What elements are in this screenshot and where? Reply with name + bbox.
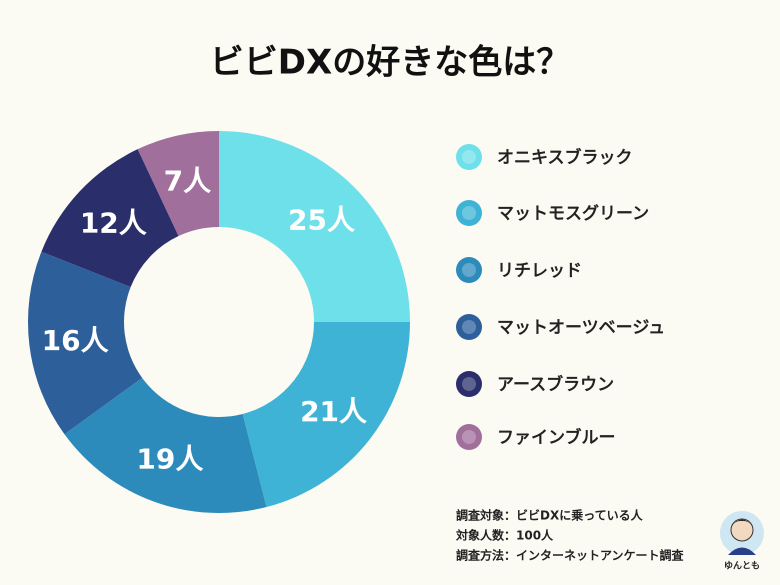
data-label: 12人 (80, 207, 147, 240)
legend-swatch (456, 200, 482, 226)
legend-label: マットモスグリーン (497, 203, 649, 224)
donut-slice (137, 131, 219, 237)
legend-label: リチレッド (497, 261, 582, 281)
legend-label: マットオーツベージュ (497, 318, 665, 338)
data-label: 7人 (164, 164, 211, 197)
data-label: 21人 (300, 395, 367, 428)
donut-slice (64, 377, 267, 513)
legend-swatch (456, 371, 482, 397)
note: 調査方法：インターネットアンケート調査 (456, 548, 685, 563)
note: 調査対象：ビビDXに乗っている人 (456, 508, 644, 523)
legend-label: オニキスブラック (497, 147, 633, 168)
donut-slice (242, 322, 410, 507)
legend-swatch (456, 144, 482, 170)
donut-slice (27, 251, 143, 435)
legend-swatch-inner (462, 430, 476, 444)
author-avatar (720, 511, 764, 555)
legend-swatch-inner (462, 150, 476, 164)
data-label: 16人 (42, 324, 109, 357)
donut-slice (219, 131, 410, 322)
note: 対象人数：100人 (455, 528, 554, 543)
avatar-body (728, 547, 756, 555)
legend-swatch (456, 424, 482, 450)
data-label: 19人 (136, 442, 203, 475)
legend-swatch (456, 257, 482, 283)
chart-title: ビビDXの好きな色は？ (210, 43, 570, 83)
legend-swatch-inner (462, 320, 476, 334)
legend-swatch-inner (462, 377, 476, 391)
legend-swatch-inner (462, 206, 476, 220)
legend-swatch (456, 314, 482, 340)
legend-label: ファインブルー (497, 427, 616, 448)
legend-swatch-inner (462, 263, 476, 277)
donut-slice (41, 149, 179, 288)
avatar-hair (731, 519, 753, 527)
data-label: 25人 (288, 203, 355, 236)
avatar-face (730, 518, 754, 542)
legend-label: アースブラウン (497, 374, 614, 395)
author-name: ゆんとも (724, 561, 760, 572)
